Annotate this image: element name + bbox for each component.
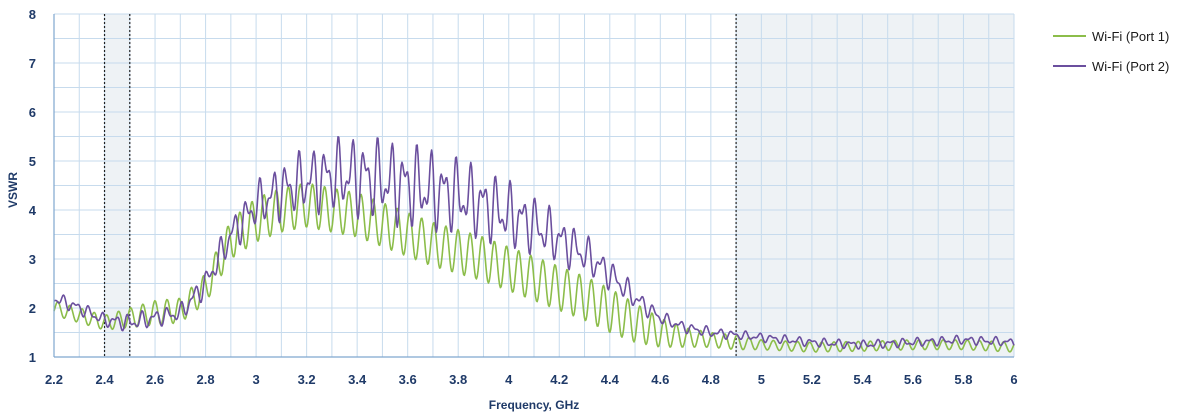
x-tick-label: 4.4	[601, 372, 620, 387]
y-tick-label: 1	[29, 350, 36, 365]
x-tick-label: 3.6	[399, 372, 417, 387]
y-tick-label: 7	[29, 56, 36, 71]
x-tick-labels: 2.2 2.4 2.6 2.8 3 3.2 3.4 3.6 3.8 4 4.2 4.4 4.6 4.8 5 5…	[45, 372, 1018, 387]
band-boundaries	[103, 14, 737, 357]
x-tick-label: 2.6	[146, 372, 164, 387]
x-tick-label: 5.6	[904, 372, 922, 387]
x-tick-label: 3.2	[298, 372, 316, 387]
series-lines	[53, 136, 1015, 353]
x-tick-label: 3.8	[449, 372, 467, 387]
x-tick-label: 5.2	[803, 372, 821, 387]
legend: Wi-Fi (Port 1) Wi-Fi (Port 2)	[1053, 29, 1169, 74]
x-tick-label: 2.8	[197, 372, 215, 387]
legend-label-1: Wi-Fi (Port 1)	[1092, 29, 1169, 44]
x-tick-label: 4.6	[651, 372, 669, 387]
y-tick-labels: 1 2 3 4 5 6 7 8	[29, 7, 37, 365]
y-tick-label: 2	[29, 301, 36, 316]
x-tick-label: 4	[505, 372, 513, 387]
y-tick-label: 6	[29, 105, 36, 120]
x-tick-label: 2.4	[95, 372, 114, 387]
y-tick-label: 5	[29, 154, 36, 169]
x-tick-label: 5	[758, 372, 765, 387]
x-tick-label: 3.4	[348, 372, 367, 387]
y-tick-label: 8	[29, 7, 36, 22]
x-tick-label: 3	[252, 372, 259, 387]
x-tick-label: 6	[1010, 372, 1017, 387]
x-tick-label: 4.2	[550, 372, 568, 387]
x-tick-label: 5.8	[954, 372, 972, 387]
axes	[53, 14, 1014, 358]
legend-label-2: Wi-Fi (Port 2)	[1092, 59, 1169, 74]
x-axis-title: Frequency, GHz	[489, 398, 579, 412]
x-tick-label: 5.4	[853, 372, 872, 387]
series-line-1	[53, 183, 1015, 353]
y-tick-label: 3	[29, 252, 36, 267]
y-axis-title: VSWR	[6, 172, 20, 208]
series-line-2	[53, 136, 1015, 350]
y-tick-label: 4	[29, 203, 37, 218]
x-tick-label: 4.8	[702, 372, 720, 387]
x-tick-label: 2.2	[45, 372, 63, 387]
